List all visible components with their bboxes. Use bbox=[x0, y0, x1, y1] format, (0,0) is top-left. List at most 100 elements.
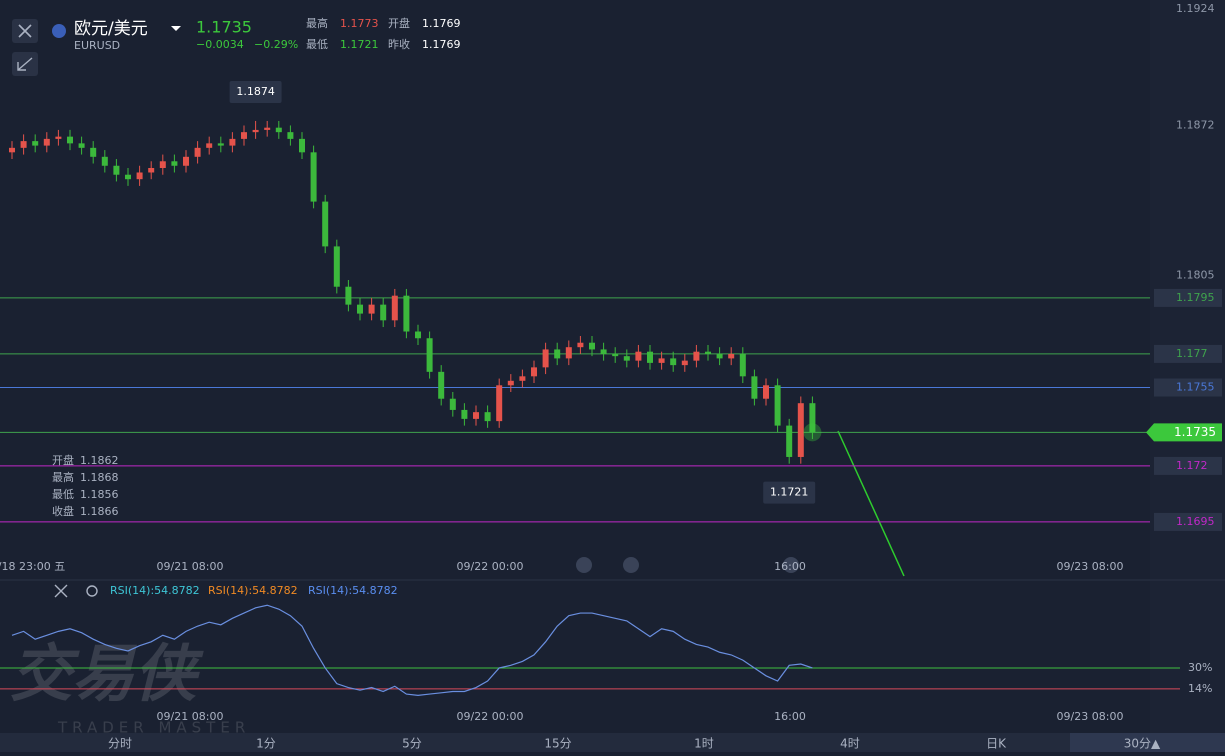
rsi-x-label: 09/22 00:00 bbox=[457, 710, 524, 723]
candle-body bbox=[183, 156, 189, 166]
candle-body bbox=[496, 385, 503, 422]
candle-body bbox=[635, 351, 642, 361]
dropdown-caret[interactable] bbox=[171, 26, 181, 31]
symbol: EURUSD bbox=[74, 39, 120, 52]
y-tick-label: 1.1872 bbox=[1176, 118, 1215, 131]
candle-body bbox=[380, 304, 387, 321]
candle-body bbox=[774, 385, 781, 426]
candle-body bbox=[531, 367, 537, 377]
candle-body bbox=[600, 349, 607, 354]
x-tick-label: 09/23 08:00 bbox=[1057, 560, 1124, 573]
x-tick-label: 09/22 00:00 bbox=[457, 560, 524, 573]
stat-value: 1.1769 bbox=[422, 38, 461, 51]
candle-body bbox=[9, 147, 15, 153]
annotation-box bbox=[229, 80, 282, 103]
tab[interactable]: 1分 bbox=[256, 737, 276, 751]
candle-body bbox=[681, 360, 688, 366]
nav-dot[interactable] bbox=[623, 557, 639, 573]
candle-body bbox=[171, 161, 178, 166]
annotation-box bbox=[763, 481, 816, 504]
candle-body bbox=[658, 358, 665, 363]
x-tick-label: 9/18 23:00 五 bbox=[0, 560, 65, 573]
candle-body bbox=[519, 376, 526, 381]
y-tick-label: 1.1805 bbox=[1176, 269, 1215, 282]
candle-body bbox=[345, 286, 352, 305]
candle-body bbox=[565, 347, 572, 359]
tab[interactable]: 4时 bbox=[840, 737, 860, 751]
candle-body bbox=[368, 304, 375, 314]
level-label: 1.172 bbox=[1176, 459, 1208, 472]
candle-body bbox=[415, 331, 421, 339]
level-tag bbox=[1154, 456, 1222, 475]
stat-value: 1.1769 bbox=[422, 17, 461, 30]
candle-body bbox=[589, 342, 595, 350]
level-tag bbox=[1154, 344, 1222, 363]
tab[interactable]: 分时 bbox=[108, 737, 132, 751]
rsi-x-label: 09/21 08:00 bbox=[157, 710, 224, 723]
candle-body bbox=[43, 138, 50, 146]
ohlc-label: 最低 bbox=[52, 488, 74, 501]
candle-body bbox=[275, 127, 282, 133]
candle-body bbox=[90, 147, 97, 157]
level-label: 1.1695 bbox=[1176, 515, 1215, 528]
watermark-cn: 交易侠 bbox=[10, 637, 204, 710]
price: 1.1735 bbox=[196, 18, 252, 37]
ohlc-label: 开盘 bbox=[52, 453, 74, 467]
candle-body bbox=[159, 161, 166, 168]
tab-bar bbox=[0, 733, 1225, 752]
stat-label: 开盘 bbox=[388, 16, 410, 30]
candle-body bbox=[612, 353, 619, 357]
ohlc-value: 1.1856 bbox=[80, 488, 119, 501]
current-price-tag bbox=[1146, 423, 1222, 442]
annotation-label: 1.1874 bbox=[236, 85, 275, 98]
stat-value: 1.1721 bbox=[340, 38, 379, 51]
candle-body bbox=[125, 174, 131, 180]
pair-name[interactable]: 欧元/美元 bbox=[74, 19, 148, 39]
candle-body bbox=[484, 412, 491, 422]
y-tick-label: 1.1924 bbox=[1176, 2, 1215, 15]
level-label: 1.177 bbox=[1176, 347, 1208, 360]
candle-body bbox=[728, 353, 735, 359]
candle-body bbox=[357, 304, 363, 314]
flag-icon bbox=[52, 24, 66, 38]
candle-body bbox=[20, 141, 27, 148]
x-tick-label: 16:00 bbox=[774, 560, 806, 573]
tab[interactable]: 15分 bbox=[544, 737, 571, 751]
change: −0.0034 bbox=[196, 38, 244, 51]
candle-body bbox=[78, 143, 85, 148]
rsi-x-label: 09/23 08:00 bbox=[1057, 710, 1124, 723]
candle-body bbox=[322, 201, 329, 247]
candle-body bbox=[797, 403, 804, 457]
candle-body bbox=[426, 338, 433, 372]
rsi-level-label: 14% bbox=[1188, 682, 1212, 695]
candle-body bbox=[391, 295, 398, 321]
level-label: 1.1795 bbox=[1176, 291, 1215, 304]
tab[interactable]: 1时 bbox=[694, 737, 714, 751]
axis-column bbox=[1150, 0, 1225, 752]
ohlc-value: 1.1862 bbox=[80, 454, 119, 467]
watermark-en: TRADER MASTER bbox=[57, 719, 250, 737]
watermark: 交易侠 TRADER MASTER bbox=[10, 637, 250, 737]
level-tag bbox=[1154, 378, 1222, 397]
level-tag bbox=[1154, 512, 1222, 531]
candle-body bbox=[438, 371, 445, 399]
collapse-icon bbox=[17, 57, 33, 71]
live-glow bbox=[803, 423, 822, 442]
ohlc-value: 1.1868 bbox=[80, 471, 119, 484]
candle-body bbox=[333, 246, 340, 287]
tab[interactable]: 30分▲ bbox=[1124, 737, 1161, 751]
level-tag bbox=[1154, 288, 1222, 307]
nav-dot[interactable] bbox=[576, 557, 592, 573]
candle-body bbox=[101, 156, 108, 166]
tab[interactable]: 日K bbox=[986, 737, 1007, 751]
candle-body bbox=[55, 136, 62, 139]
nav-dot[interactable] bbox=[783, 557, 799, 573]
candle-body bbox=[113, 165, 120, 175]
level-label: 1.1735 bbox=[1174, 425, 1216, 439]
rsi-close[interactable] bbox=[54, 584, 68, 598]
rsi-settings[interactable] bbox=[86, 585, 98, 597]
candle-body bbox=[194, 147, 201, 157]
x-tick-label: 09/21 08:00 bbox=[157, 560, 224, 573]
tab[interactable]: 5分 bbox=[402, 737, 422, 751]
candle-body bbox=[739, 353, 746, 377]
